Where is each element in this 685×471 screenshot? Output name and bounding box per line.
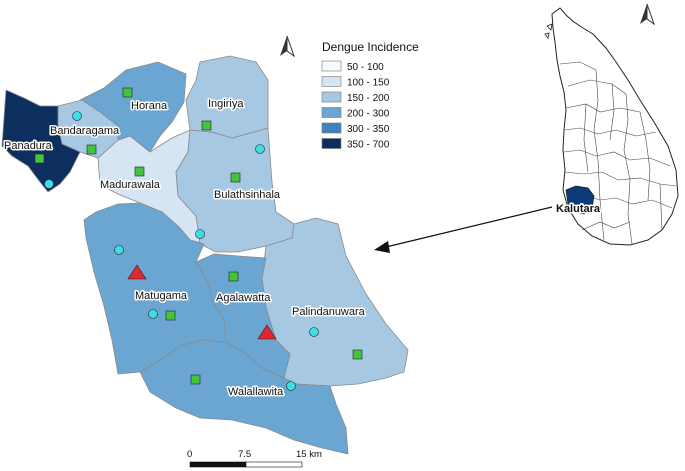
legend-swatch [321, 91, 342, 103]
region-label-bandaragama: Bandaragama [50, 125, 120, 137]
legend-title: Dengue Incidence [322, 40, 419, 54]
map-markers [34, 87, 363, 391]
north-arrow-icon [280, 35, 295, 58]
kalutara-district-highlight [565, 185, 595, 215]
region-label-walallawita: Walallawita [228, 386, 284, 398]
legend-swatch [321, 60, 342, 72]
marker-circle [148, 309, 158, 319]
marker-circle [44, 179, 54, 189]
legend-swatch [321, 76, 342, 87]
scale-label-7-5: 7.5 [238, 449, 251, 460]
marker-square [190, 374, 201, 385]
scale-label-0: 0 [187, 449, 192, 460]
marker-square [34, 153, 45, 164]
inset-map-sri-lanka: Kalutara [544, 7, 679, 246]
region-label-madurawala: Madurawala [100, 179, 161, 191]
region-label-ingiriya: Ingiriya [208, 98, 244, 110]
legend-swatch [321, 138, 342, 149]
marker-triangle [257, 324, 277, 340]
legend-label: 100 - 150 [347, 78, 390, 89]
legend-items: 50 - 100 100 - 150 150 - 200 200 - 300 300 -… [321, 60, 390, 151]
district-boundaries [559, 61, 677, 245]
marker-circle [114, 245, 124, 255]
region-walallawita [139, 339, 349, 455]
marker-circle [195, 229, 205, 239]
marker-circle [72, 111, 82, 121]
marker-square [122, 87, 133, 98]
legend-swatch [321, 122, 342, 134]
marker-circle [286, 381, 296, 391]
region-label-agalawatta: Agalawatta [216, 292, 271, 304]
inset-label-kalutara: Kalutara [556, 203, 601, 215]
region-ingiriya [185, 55, 269, 139]
marker-square [165, 310, 176, 321]
pointer-arrow [374, 206, 553, 253]
legend-label: 50 - 100 [347, 62, 384, 73]
region-labels: Horana Ingiriya Bandaragama Panadura Mad… [3, 97, 368, 400]
legend-label: 300 - 350 [347, 124, 390, 135]
region-agalawatta [195, 253, 291, 379]
legend-label: 200 - 300 [347, 109, 390, 120]
legend-swatch [321, 107, 342, 118]
marker-triangle [127, 264, 147, 280]
marker-square [86, 144, 97, 155]
legend: Dengue Incidence 50 - 100 100 - 150 150 - … [321, 40, 419, 151]
marker-circle [309, 327, 319, 337]
scale-label-15km: 15 km [296, 449, 322, 460]
legend-label: 150 - 200 [347, 93, 390, 104]
marker-circle [255, 144, 265, 154]
legend-label: 350 - 700 [347, 140, 390, 151]
region-label-horana: Horana [131, 100, 168, 112]
region-label-matugama: Matugama [135, 290, 188, 302]
marker-square [201, 120, 212, 131]
inset-north-arrow-icon [640, 3, 655, 26]
marker-square [230, 172, 241, 183]
region-panadura [1, 89, 81, 193]
region-label-panadura: Panadura [4, 140, 53, 152]
scale-bar: 0 7.5 15 km [187, 449, 322, 468]
marker-square [352, 349, 363, 360]
region-label-bulathsinhala: Bulathsinhala [214, 189, 281, 201]
region-label-palindanuwara: Palindanuwara [292, 306, 366, 318]
marker-square [228, 271, 239, 282]
sri-lanka-outline [551, 7, 679, 246]
marker-square [134, 166, 145, 177]
